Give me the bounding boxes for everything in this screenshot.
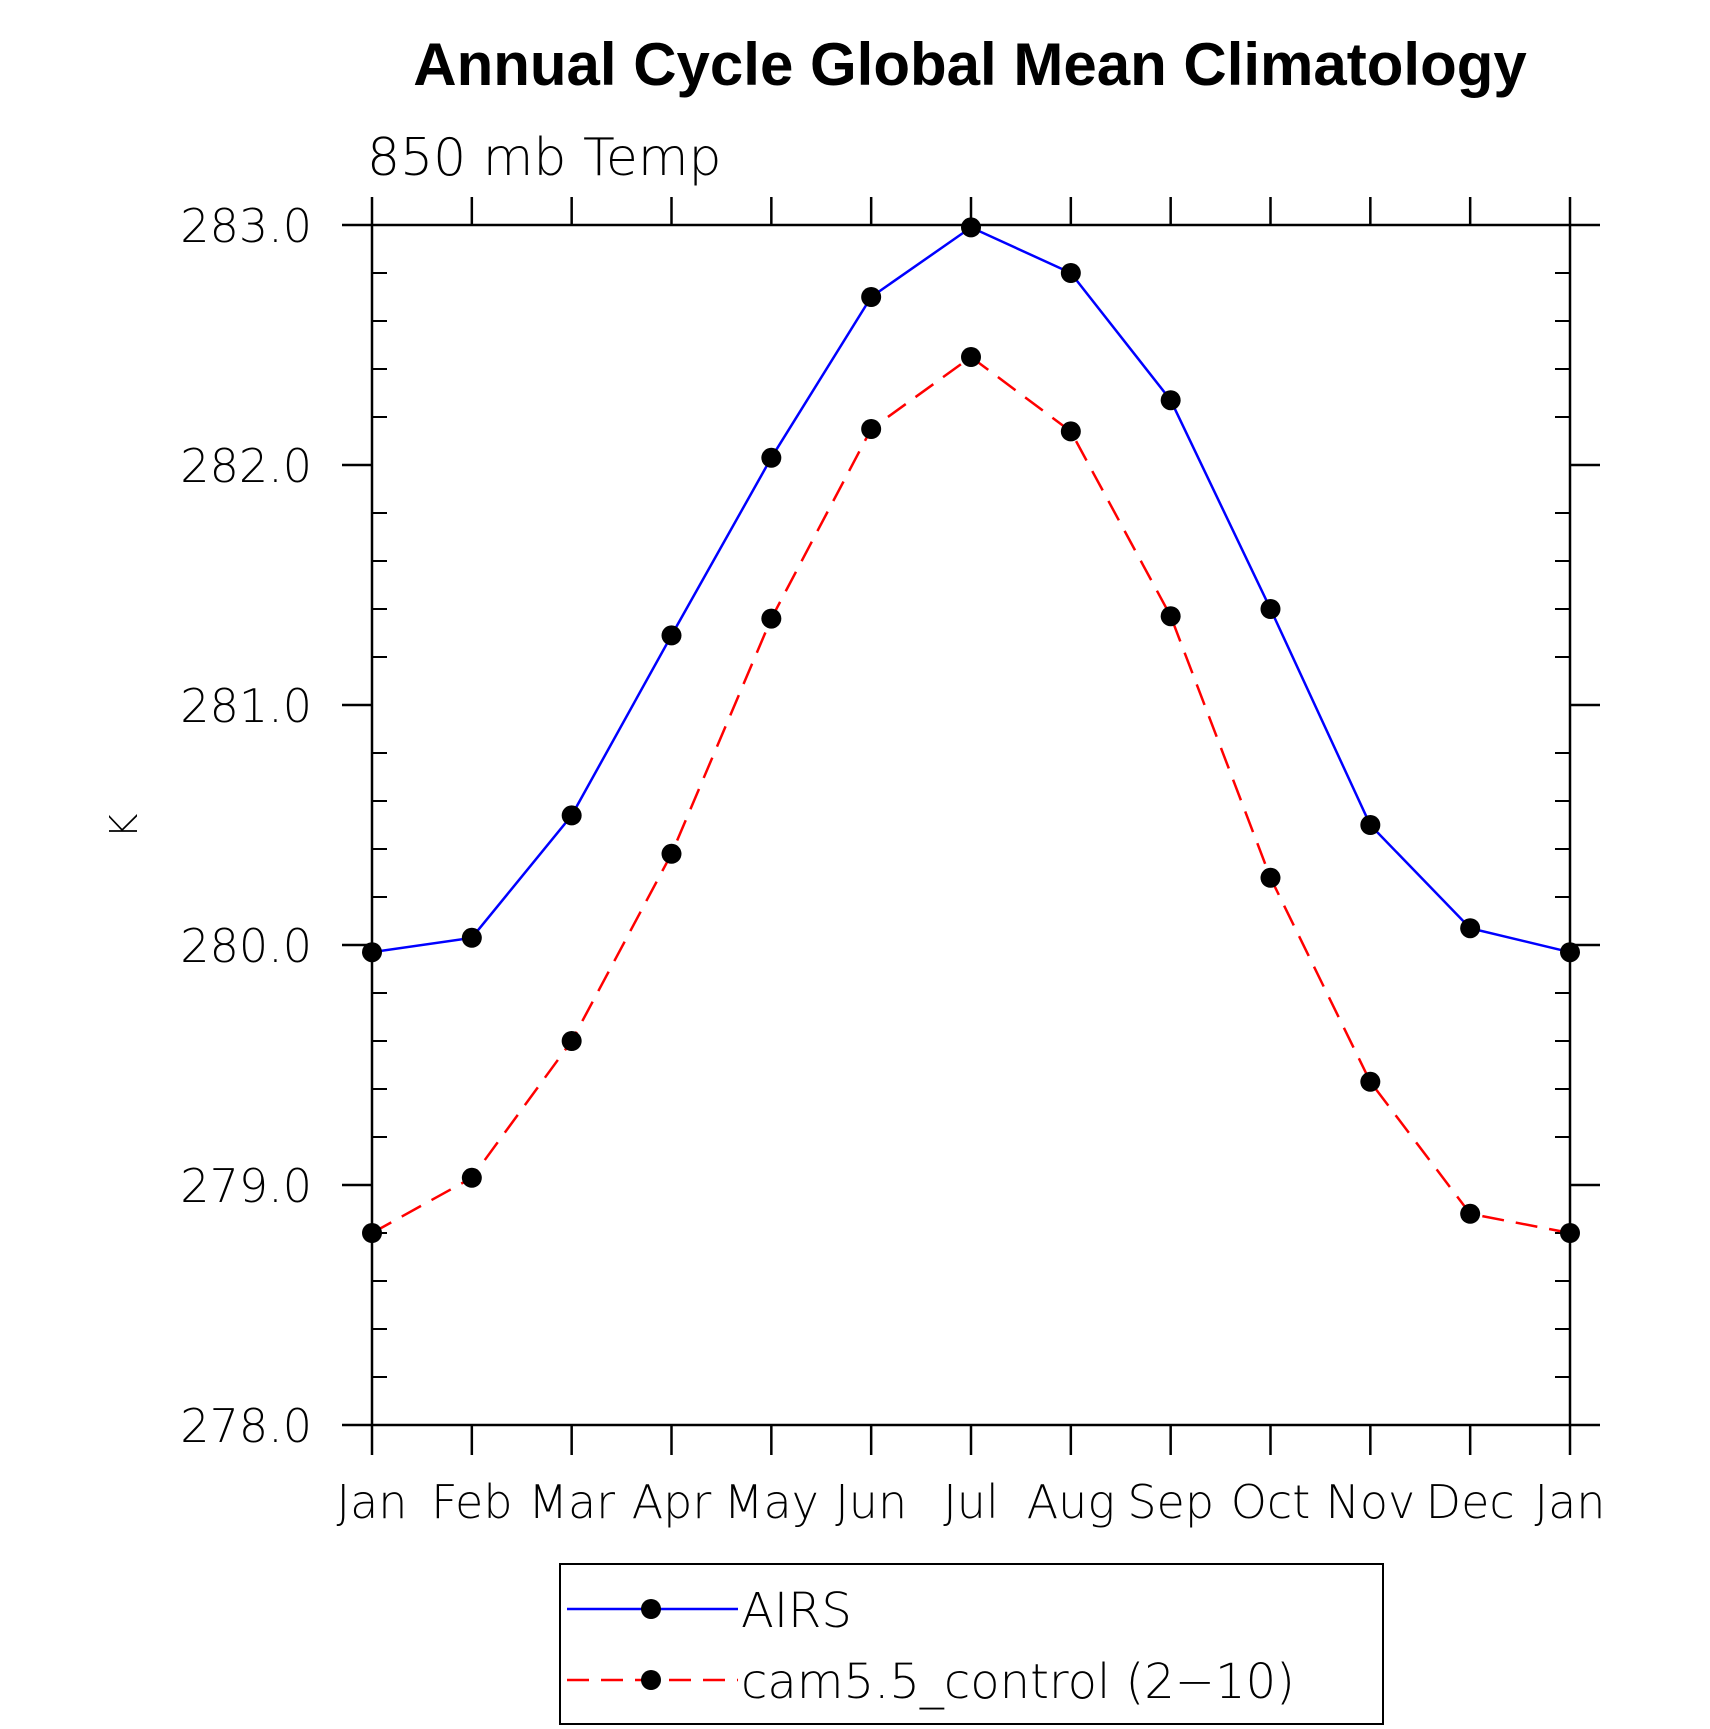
legend-box	[559, 1563, 1384, 1725]
x-tick-label: Jan	[1535, 1475, 1606, 1529]
y-tick-label: 281.0	[180, 679, 312, 733]
data-point	[961, 347, 981, 367]
data-point	[1460, 918, 1481, 939]
x-tick-label: Dec	[1426, 1475, 1515, 1529]
x-tick-labels: Jan Feb Mar Apr May Jun Jul Aug Sep Oct Nov Dec Jan	[337, 1475, 1606, 1529]
data-point	[1060, 421, 1081, 442]
chart-title: Annual Cycle Global Mean Climatology	[413, 31, 1527, 98]
plot-frame	[370, 223, 1572, 1427]
x-tick-label: Nov	[1325, 1475, 1415, 1529]
data-point	[961, 217, 981, 238]
legend: AIRS cam5.5_control (2−10)	[559, 1563, 1384, 1725]
series-line-1	[371, 355, 1571, 1235]
x-tick-label: Feb	[431, 1475, 512, 1529]
y-tick-label: 280.0	[180, 919, 312, 973]
chart-subtitle: 850 mb Temp	[367, 128, 722, 188]
y-tick-label: 278.0	[180, 1399, 312, 1453]
data-point	[861, 287, 882, 307]
data-point	[761, 447, 782, 468]
data-point	[761, 608, 782, 629]
y-tick-label: 283.0	[180, 199, 312, 253]
x-tick-label: Mar	[528, 1475, 615, 1529]
y-tick-label: 282.0	[180, 439, 312, 493]
x-tick-label: Sep	[1127, 1475, 1214, 1529]
data-point	[661, 625, 682, 646]
series-markers	[362, 217, 1580, 1243]
x-tick-label: Oct	[1231, 1475, 1311, 1529]
data-point	[362, 942, 382, 963]
data-point	[661, 843, 682, 864]
data-point	[1360, 1071, 1381, 1092]
data-point	[861, 419, 882, 439]
y-tick-label: 279.0	[180, 1159, 312, 1213]
data-point	[1160, 390, 1181, 411]
data-point	[1560, 942, 1580, 963]
legend-marker-cam	[641, 1670, 661, 1690]
minor-ticks	[372, 272, 1570, 1378]
data-point	[1560, 1223, 1580, 1243]
major-ticks	[342, 197, 1600, 1455]
y-tick-labels: 278.0 279.0 280.0 281.0 282.0 283.0	[180, 199, 312, 1453]
data-point	[561, 805, 582, 826]
data-point	[1260, 599, 1281, 619]
legend-label-airs: AIRS	[741, 1583, 852, 1639]
x-tick-label: Jan	[337, 1475, 408, 1529]
legend-marker-airs	[641, 1599, 661, 1619]
data-point	[1260, 867, 1281, 888]
data-point	[561, 1031, 582, 1051]
data-point	[1160, 606, 1181, 627]
legend-label-cam: cam5.5_control (2−10)	[741, 1654, 1295, 1710]
y-axis-label: K	[102, 813, 146, 838]
data-point	[1360, 815, 1381, 835]
data-point	[461, 1167, 482, 1188]
x-tick-label: May	[724, 1475, 819, 1529]
data-point	[461, 927, 482, 948]
data-point	[362, 1223, 382, 1243]
series-lines	[371, 225, 1571, 1235]
x-tick-label: Jul	[943, 1475, 999, 1529]
x-tick-label: Aug	[1027, 1475, 1115, 1529]
x-tick-label: Apr	[632, 1475, 712, 1529]
data-point	[1060, 263, 1081, 283]
series-line-0	[371, 225, 1571, 954]
data-point	[1460, 1203, 1481, 1224]
x-tick-label: Jun	[835, 1475, 907, 1529]
